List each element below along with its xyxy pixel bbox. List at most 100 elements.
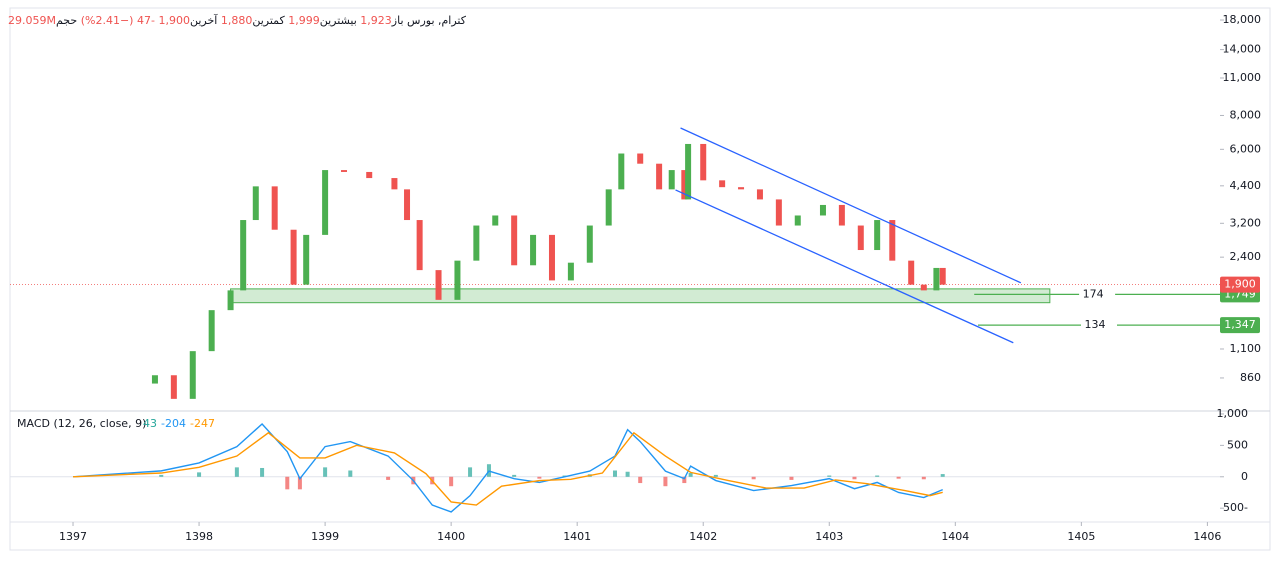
x-tick-label: 1402 — [689, 530, 717, 543]
histogram-bar — [512, 474, 517, 477]
candle — [605, 189, 612, 226]
y-tick-label: 1,000 — [1217, 407, 1249, 420]
histogram-bar — [921, 476, 926, 480]
histogram-bar — [386, 476, 391, 480]
x-tick-label: 1399 — [311, 530, 339, 543]
support-zone — [230, 288, 1051, 304]
candle — [227, 290, 234, 311]
histogram-bar — [940, 474, 945, 477]
candle — [920, 284, 927, 291]
candle — [454, 260, 461, 300]
y-tick-label: 14,000 — [1223, 43, 1262, 56]
candle — [700, 143, 707, 181]
low: 1,880 — [220, 14, 253, 27]
high: 1,999 — [288, 14, 320, 27]
histogram-bar — [348, 470, 353, 477]
candle — [889, 220, 896, 261]
candle — [857, 225, 864, 251]
candle — [939, 267, 946, 285]
volume: 29.059M — [7, 14, 56, 27]
candle — [391, 178, 398, 190]
histogram-bar — [613, 470, 617, 477]
low-label: کمترین — [252, 14, 285, 27]
candle — [775, 199, 782, 226]
candle — [530, 234, 537, 266]
level-line-label: 134 — [1085, 318, 1106, 331]
candle — [492, 215, 499, 226]
x-tick-label: 1405 — [1067, 530, 1095, 543]
candle — [908, 260, 915, 285]
channel-line — [680, 127, 1022, 284]
candle — [511, 215, 518, 266]
candle — [637, 153, 644, 164]
candle — [322, 170, 329, 235]
level-line-label: 174 — [1083, 287, 1104, 300]
candle — [435, 270, 442, 300]
x-tick-label: 1397 — [59, 530, 87, 543]
x-tick-label: 1400 — [437, 530, 465, 543]
histogram-bar — [468, 467, 473, 477]
price-label-box — [1220, 276, 1260, 293]
histogram-bar — [688, 473, 693, 477]
histogram-bar — [297, 476, 302, 490]
symbol-header: کترام, بورس باز1,923 بیشترین1,999 کمترین… — [8, 14, 466, 27]
y-tick-label: 11,000 — [1223, 71, 1262, 84]
macd-hist-value: 43 — [143, 417, 157, 430]
x-tick-label: 1406 — [1193, 530, 1221, 543]
histogram-bar — [537, 476, 542, 479]
candle — [271, 186, 278, 230]
histogram-bar — [789, 476, 794, 480]
close-label: آخرین — [189, 14, 218, 27]
x-tick-label: 1401 — [563, 530, 591, 543]
histogram-bar — [875, 475, 880, 477]
histogram-bar — [852, 476, 857, 480]
close: 1,900 — [158, 14, 190, 27]
y-tick-label: 500- — [1223, 501, 1248, 514]
candle — [838, 204, 845, 226]
y-tick-label: 8,000 — [1230, 108, 1262, 121]
candle — [208, 310, 215, 352]
histogram-bar — [896, 476, 901, 479]
candle — [303, 234, 310, 285]
y-tick-label: 4,400 — [1230, 179, 1262, 192]
candle — [366, 171, 373, 179]
histogram-bar — [751, 476, 756, 480]
price-label: 1,900 — [1224, 278, 1256, 291]
histogram-bar — [827, 475, 832, 477]
change: -47 — [136, 14, 155, 27]
y-tick-label: 18,000 — [1223, 13, 1262, 26]
candle — [240, 220, 247, 291]
x-tick-label: 1398 — [185, 530, 213, 543]
candle — [794, 215, 801, 226]
frame — [9, 7, 1271, 551]
macd-value: -204 — [161, 417, 186, 430]
histogram-bar — [625, 471, 630, 477]
histogram-bar — [682, 476, 687, 484]
candle — [416, 220, 423, 271]
candle — [473, 225, 480, 261]
histogram-bar — [260, 467, 265, 477]
price-label-box — [1220, 317, 1260, 334]
level-label-bg — [1079, 287, 1116, 302]
candle — [933, 267, 940, 291]
candle — [170, 375, 177, 399]
volume-label: حجم — [55, 14, 78, 27]
histogram-bar — [285, 476, 290, 490]
candle — [819, 204, 826, 216]
channel-line — [675, 189, 1014, 344]
y-tick-label: 860 — [1240, 371, 1261, 384]
macd-title: MACD (12, 26, close, 9) — [17, 417, 146, 430]
histogram-bar — [638, 476, 643, 484]
candle — [151, 375, 158, 384]
candle — [719, 180, 726, 188]
candle — [548, 234, 555, 281]
y-tick-label: 500 — [1227, 438, 1248, 451]
y-tick-label: 0 — [1241, 470, 1248, 483]
histogram-bar — [663, 476, 668, 487]
y-tick-label: 3,200 — [1230, 216, 1262, 229]
symbol: کترام, بورس — [407, 14, 466, 27]
candle — [618, 153, 625, 190]
candle — [290, 229, 297, 285]
candle — [189, 351, 196, 399]
